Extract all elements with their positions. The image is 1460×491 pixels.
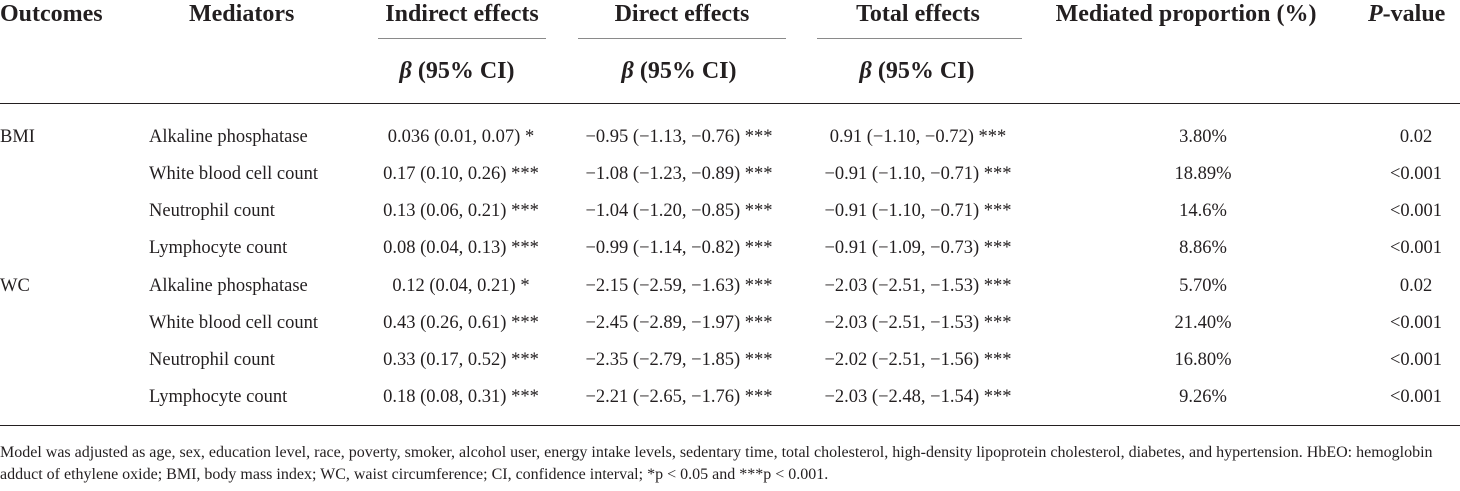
p-value-cell: <0.001 <box>1389 350 1443 370</box>
mediated-proportion-cell: 18.89% <box>1174 164 1232 184</box>
p-value-cell: <0.001 <box>1389 201 1443 221</box>
mediator-cell: Lymphocyte count <box>149 238 288 258</box>
ci-label: (95% CI) <box>871 58 975 84</box>
mediator-cell: Alkaline phosphatase <box>149 127 308 147</box>
ci-label: (95% CI) <box>411 58 515 84</box>
direct-effect-cell: −0.95 (−1.13, −0.76) *** <box>585 127 773 147</box>
outcome-label-wc: WC <box>0 276 30 296</box>
total-effect-cell: −2.03 (−2.48, −1.54) *** <box>824 387 1012 407</box>
direct-effect-cell: −1.04 (−1.20, −0.85) *** <box>585 201 773 221</box>
indirect-effect-cell: 0.17 (0.10, 0.26) *** <box>383 164 539 184</box>
indirect-effect-cell: 0.33 (0.17, 0.52) *** <box>383 350 539 370</box>
total-effect-cell: −0.91 (−1.10, −0.71) *** <box>824 201 1012 221</box>
subheader-indirect-beta-ci: β (95% CI) <box>400 57 515 85</box>
header-rule <box>0 103 1460 104</box>
outcome-label-bmi: BMI <box>0 127 35 147</box>
p-value-cell: <0.001 <box>1389 387 1443 407</box>
direct-effect-cell: −2.45 (−2.89, −1.97) *** <box>585 313 773 333</box>
total-effect-cell: −2.03 (−2.51, −1.53) *** <box>824 313 1012 333</box>
header-indirect-effects: Indirect effects <box>385 1 539 27</box>
total-effect-cell: −0.91 (−1.09, −0.73) *** <box>824 238 1012 258</box>
total-header-underline <box>817 38 1022 39</box>
direct-effect-cell: −2.15 (−2.59, −1.63) *** <box>585 276 773 296</box>
indirect-header-underline <box>378 38 546 39</box>
mediator-cell: Neutrophil count <box>149 350 275 370</box>
total-effect-cell: 0.91 (−1.10, −0.72) *** <box>829 127 1007 147</box>
p-italic: P <box>1368 1 1383 27</box>
header-direct-effects: Direct effects <box>614 1 750 27</box>
indirect-effect-cell: 0.12 (0.04, 0.21) * <box>392 276 530 296</box>
p-value-cell: 0.02 <box>1399 127 1433 147</box>
table-footnote: Model was adjusted as age, sex, educatio… <box>0 444 1433 483</box>
mediated-proportion-cell: 5.70% <box>1179 276 1227 296</box>
direct-header-underline <box>578 38 786 39</box>
indirect-effect-cell: 0.43 (0.26, 0.61) *** <box>383 313 539 333</box>
header-total-effects: Total effects <box>856 1 980 27</box>
p-value-cell: <0.001 <box>1389 238 1443 258</box>
indirect-effect-cell: 0.18 (0.08, 0.31) *** <box>383 387 539 407</box>
direct-effect-cell: −1.08 (−1.23, −0.89) *** <box>585 164 773 184</box>
p-value-suffix: -value <box>1382 1 1446 27</box>
indirect-effect-cell: 0.08 (0.04, 0.13) *** <box>383 238 539 258</box>
header-mediators: Mediators <box>189 1 295 27</box>
p-value-cell: <0.001 <box>1389 164 1443 184</box>
beta-symbol: β <box>859 58 872 84</box>
mediator-cell: White blood cell count <box>149 164 319 184</box>
beta-symbol: β <box>621 58 634 84</box>
direct-effect-cell: −0.99 (−1.14, −0.82) *** <box>585 238 773 258</box>
header-mediated-proportion: Mediated proportion (%) <box>1055 1 1317 27</box>
total-effect-cell: −0.91 (−1.10, −0.71) *** <box>824 164 1012 184</box>
bottom-rule <box>0 425 1460 426</box>
total-effect-cell: −2.03 (−2.51, −1.53) *** <box>824 276 1012 296</box>
mediated-proportion-cell: 21.40% <box>1174 313 1232 333</box>
direct-effect-cell: −2.35 (−2.79, −1.85) *** <box>585 350 773 370</box>
p-value-cell: <0.001 <box>1389 313 1443 333</box>
mediator-cell: Alkaline phosphatase <box>149 276 308 296</box>
subheader-total-beta-ci: β (95% CI) <box>860 57 975 85</box>
indirect-effect-cell: 0.036 (0.01, 0.07) * <box>387 127 535 147</box>
mediated-proportion-cell: 14.6% <box>1179 201 1227 221</box>
mediator-cell: White blood cell count <box>149 313 319 333</box>
header-outcomes: Outcomes <box>0 1 103 27</box>
header-p-value: P-value <box>1368 0 1445 28</box>
mediator-cell: Lymphocyte count <box>149 387 288 407</box>
total-effect-cell: −2.02 (−2.51, −1.56) *** <box>824 350 1012 370</box>
mediated-proportion-cell: 8.86% <box>1179 238 1227 258</box>
mediated-proportion-cell: 3.80% <box>1179 127 1227 147</box>
ci-label: (95% CI) <box>633 58 737 84</box>
mediated-proportion-cell: 16.80% <box>1174 350 1232 370</box>
indirect-effect-cell: 0.13 (0.06, 0.21) *** <box>383 201 539 221</box>
beta-symbol: β <box>399 58 412 84</box>
direct-effect-cell: −2.21 (−2.65, −1.76) *** <box>585 387 773 407</box>
p-value-cell: 0.02 <box>1399 276 1433 296</box>
subheader-direct-beta-ci: β (95% CI) <box>622 57 737 85</box>
mediator-cell: Neutrophil count <box>149 201 275 221</box>
mediated-proportion-cell: 9.26% <box>1179 387 1227 407</box>
